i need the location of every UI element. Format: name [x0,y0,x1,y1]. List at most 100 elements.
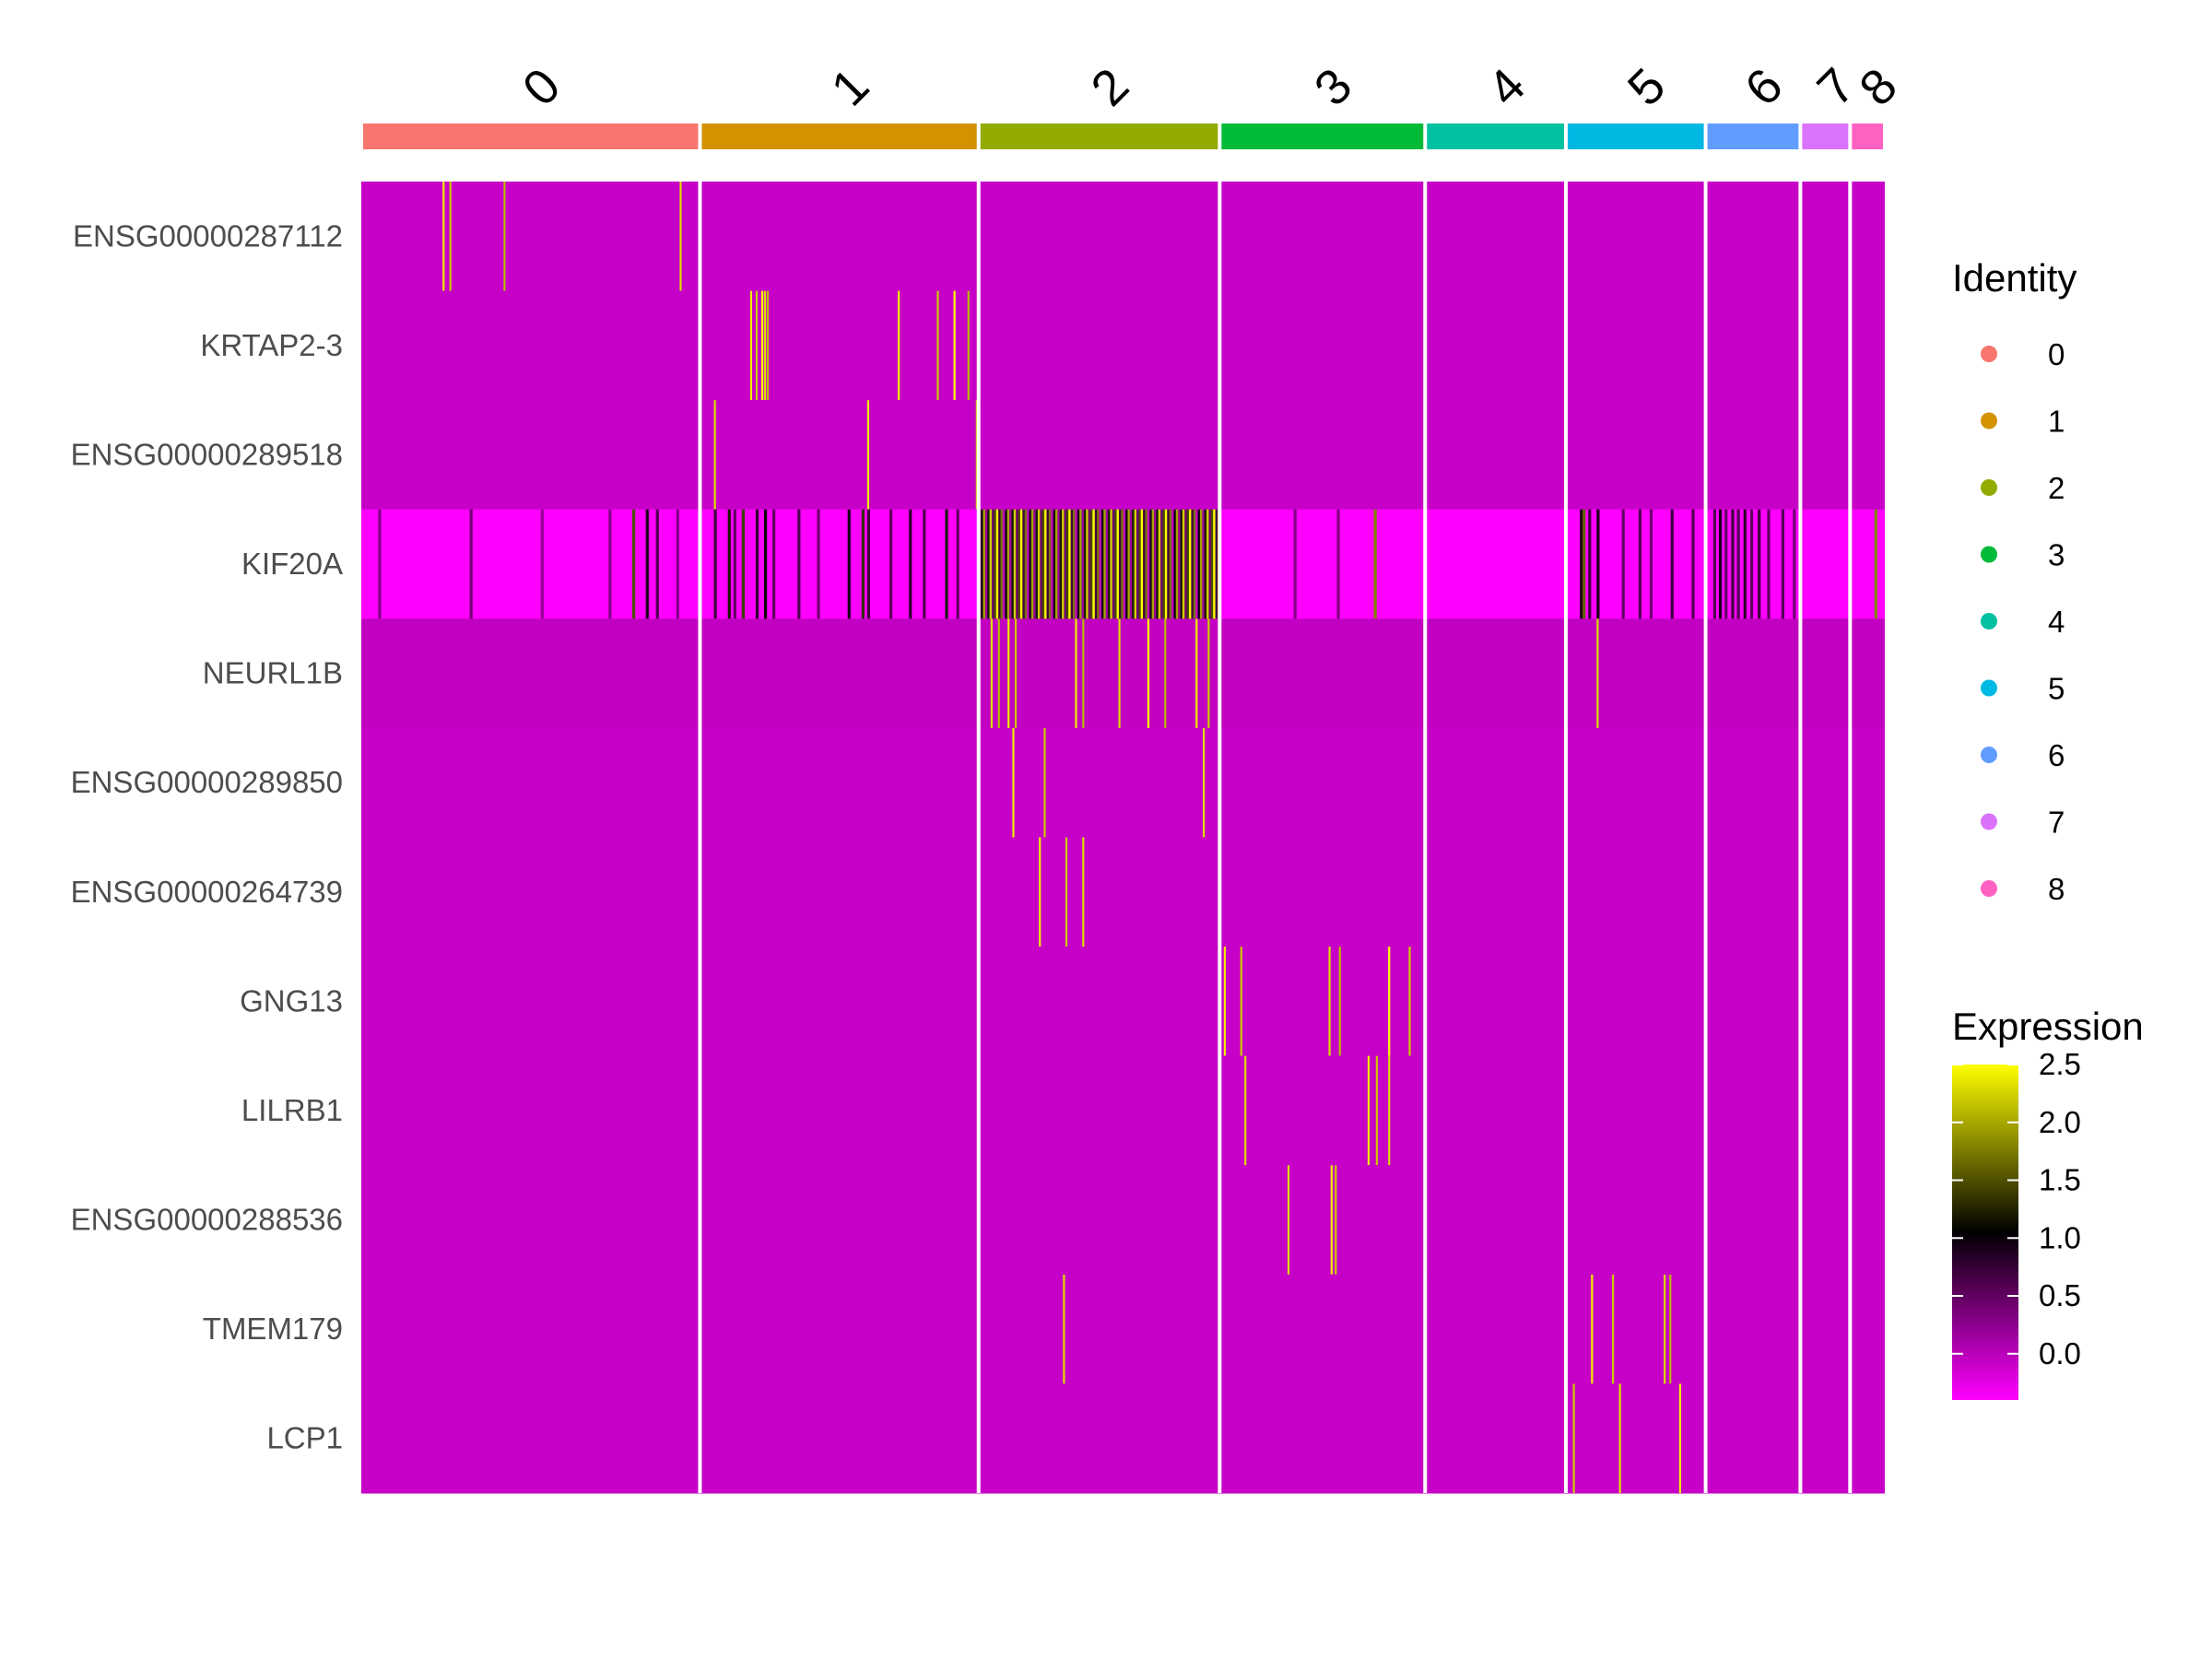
cell-KIF20A-42 [1743,509,1747,619]
divider-4 [1563,182,1568,1493]
kif20a-c2-cell-43 [1073,509,1076,619]
kif20a-c2-cell-77 [1147,509,1150,619]
kif20a-c2-cell-98 [1193,509,1196,619]
cell-KIF20A-2 [540,509,544,619]
kif20a-c2-cell-56 [1100,509,1104,619]
kif20a-c2-cell-63 [1116,509,1120,619]
cluster-label-4: 4 [1477,58,1536,117]
cell-LCP1-2 [1678,1383,1681,1493]
cell-TMEM179-4 [1669,1274,1672,1384]
kif20a-c2-cell-42 [1070,509,1074,619]
cell-KIF20A-28 [1580,509,1583,619]
cell-KIF20A-30 [1588,509,1592,619]
kif20a-c2-cell-4 [987,509,991,619]
cluster-label-3: 3 [1304,58,1363,117]
kif20a-c2-cell-55 [1099,509,1102,619]
gene-label-LCP1: LCP1 [266,1421,343,1455]
kif20a-c2-cell-80 [1153,509,1157,619]
kif20a-c2-cell-79 [1151,509,1155,619]
cell-KIF20A-10 [733,509,736,619]
kif20a-c2-cell-101 [1199,509,1203,619]
cluster-label-0: 0 [512,58,571,117]
identity-legend-title: Identity [1952,256,2077,300]
cell-KRTAP2-3-8 [967,290,970,401]
cell-ENSG00000289518-1 [866,400,870,510]
cell-ENSG00000289850-1 [1043,727,1046,838]
cell-KIF20A-29 [1583,509,1586,619]
identity-legend-key-3 [1981,546,1997,563]
cluster-bar-5 [1567,124,1704,149]
cell-ENSG00000287112-3 [679,182,682,291]
identity-legend-label-3: 3 [2048,538,2065,572]
kif20a-c2-cell-95 [1186,509,1190,619]
cell-KIF20A-33 [1638,509,1641,619]
cell-KIF20A-27 [1373,509,1377,619]
expr-tick-label-5: 0.0 [2039,1336,2081,1371]
cell-KIF20A-6 [655,509,659,619]
divider-5 [1703,182,1708,1493]
cell-KIF20A-13 [763,509,768,619]
cell-ENSG00000264739-1 [1065,837,1068,947]
cell-ENSG00000287112-1 [449,182,452,291]
kif20a-c2-cell-24 [1030,509,1034,619]
kif20a-c2-cell-51 [1090,509,1094,619]
identity-legend-label-2: 2 [2048,471,2065,505]
gene-label-LILRB1: LILRB1 [241,1093,343,1127]
kif20a-c2-cell-16 [1013,509,1017,619]
kif20a-c2-cell-34 [1053,509,1056,619]
cell-KIF20A-20 [889,509,893,619]
gene-label-GNG13: GNG13 [240,983,343,1018]
kif20a-c2-cell-18 [1018,509,1021,619]
kif20a-c2-cell-48 [1083,509,1087,619]
identity-legend-key-0 [1981,346,1997,362]
cell-NEURL1B-5 [1082,618,1085,728]
identity-legend-key-5 [1981,679,1997,697]
cluster-label-7: 7 [1806,58,1865,117]
kif20a-c2-cell-104 [1206,509,1210,619]
cell-NEURL1B-3 [1014,618,1018,728]
cell-KRTAP2-3-7 [953,290,956,401]
kif20a-c2-cell-28 [1040,509,1043,619]
cell-ENSG00000287112-0 [442,182,445,291]
kif20a-c2-cell-88 [1171,509,1174,619]
gene-label-ENSG00000289850: ENSG00000289850 [71,765,343,799]
kif20a-c2-cell-94 [1184,509,1188,619]
cell-TMEM179-3 [1664,1274,1666,1384]
cell-KIF20A-47 [1793,509,1796,619]
identity-legend-label-5: 5 [2048,672,2065,706]
cell-KRTAP2-3-6 [936,290,939,401]
kif20a-c2-cell-78 [1149,509,1153,619]
kif20a-c2-cell-49 [1086,509,1089,619]
kif20a-c2-cell-99 [1195,509,1199,619]
kif20a-c2-cell-105 [1208,509,1212,619]
kif20a-c2-cell-25 [1033,509,1037,619]
row-TMEM179 [361,1274,1885,1384]
cell-LILRB1-2 [1375,1055,1378,1166]
kif20a-c2-cell-26 [1035,509,1039,619]
kif20a-c2-cell-62 [1114,509,1118,619]
kif20a-c2-cell-29 [1041,509,1045,619]
row-LILRB1 [361,1055,1885,1166]
row-ENSG00000288536 [361,1165,1885,1276]
cell-KIF20A-17 [847,509,851,619]
kif20a-c2-cell-31 [1046,509,1050,619]
cell-KIF20A-1 [469,509,473,619]
cluster-label-1: 1 [821,58,880,117]
kif20a-c2-cell-30 [1044,509,1048,619]
kif20a-c2-cell-92 [1180,509,1183,619]
cell-KIF20A-45 [1767,509,1771,619]
cell-ENSG00000289518-0 [713,400,716,510]
kif20a-c2-cell-39 [1064,509,1067,619]
row-GNG13 [361,947,1885,1057]
identity-legend-label-7: 7 [2048,806,2065,840]
cell-KIF20A-41 [1736,509,1740,619]
identity-legend-key-1 [1981,412,1997,429]
expr-tick-label-0: 2.5 [2039,1047,2081,1081]
kif20a-c2-cell-83 [1160,509,1164,619]
cell-KIF20A-7 [676,509,679,619]
kif20a-c2-cell-87 [1169,509,1172,619]
cell-GNG13-2 [1328,947,1331,1056]
kif20a-c2-cell-33 [1051,509,1054,619]
cluster-dividers [698,182,1853,1493]
kif20a-c2-cell-85 [1164,509,1168,619]
